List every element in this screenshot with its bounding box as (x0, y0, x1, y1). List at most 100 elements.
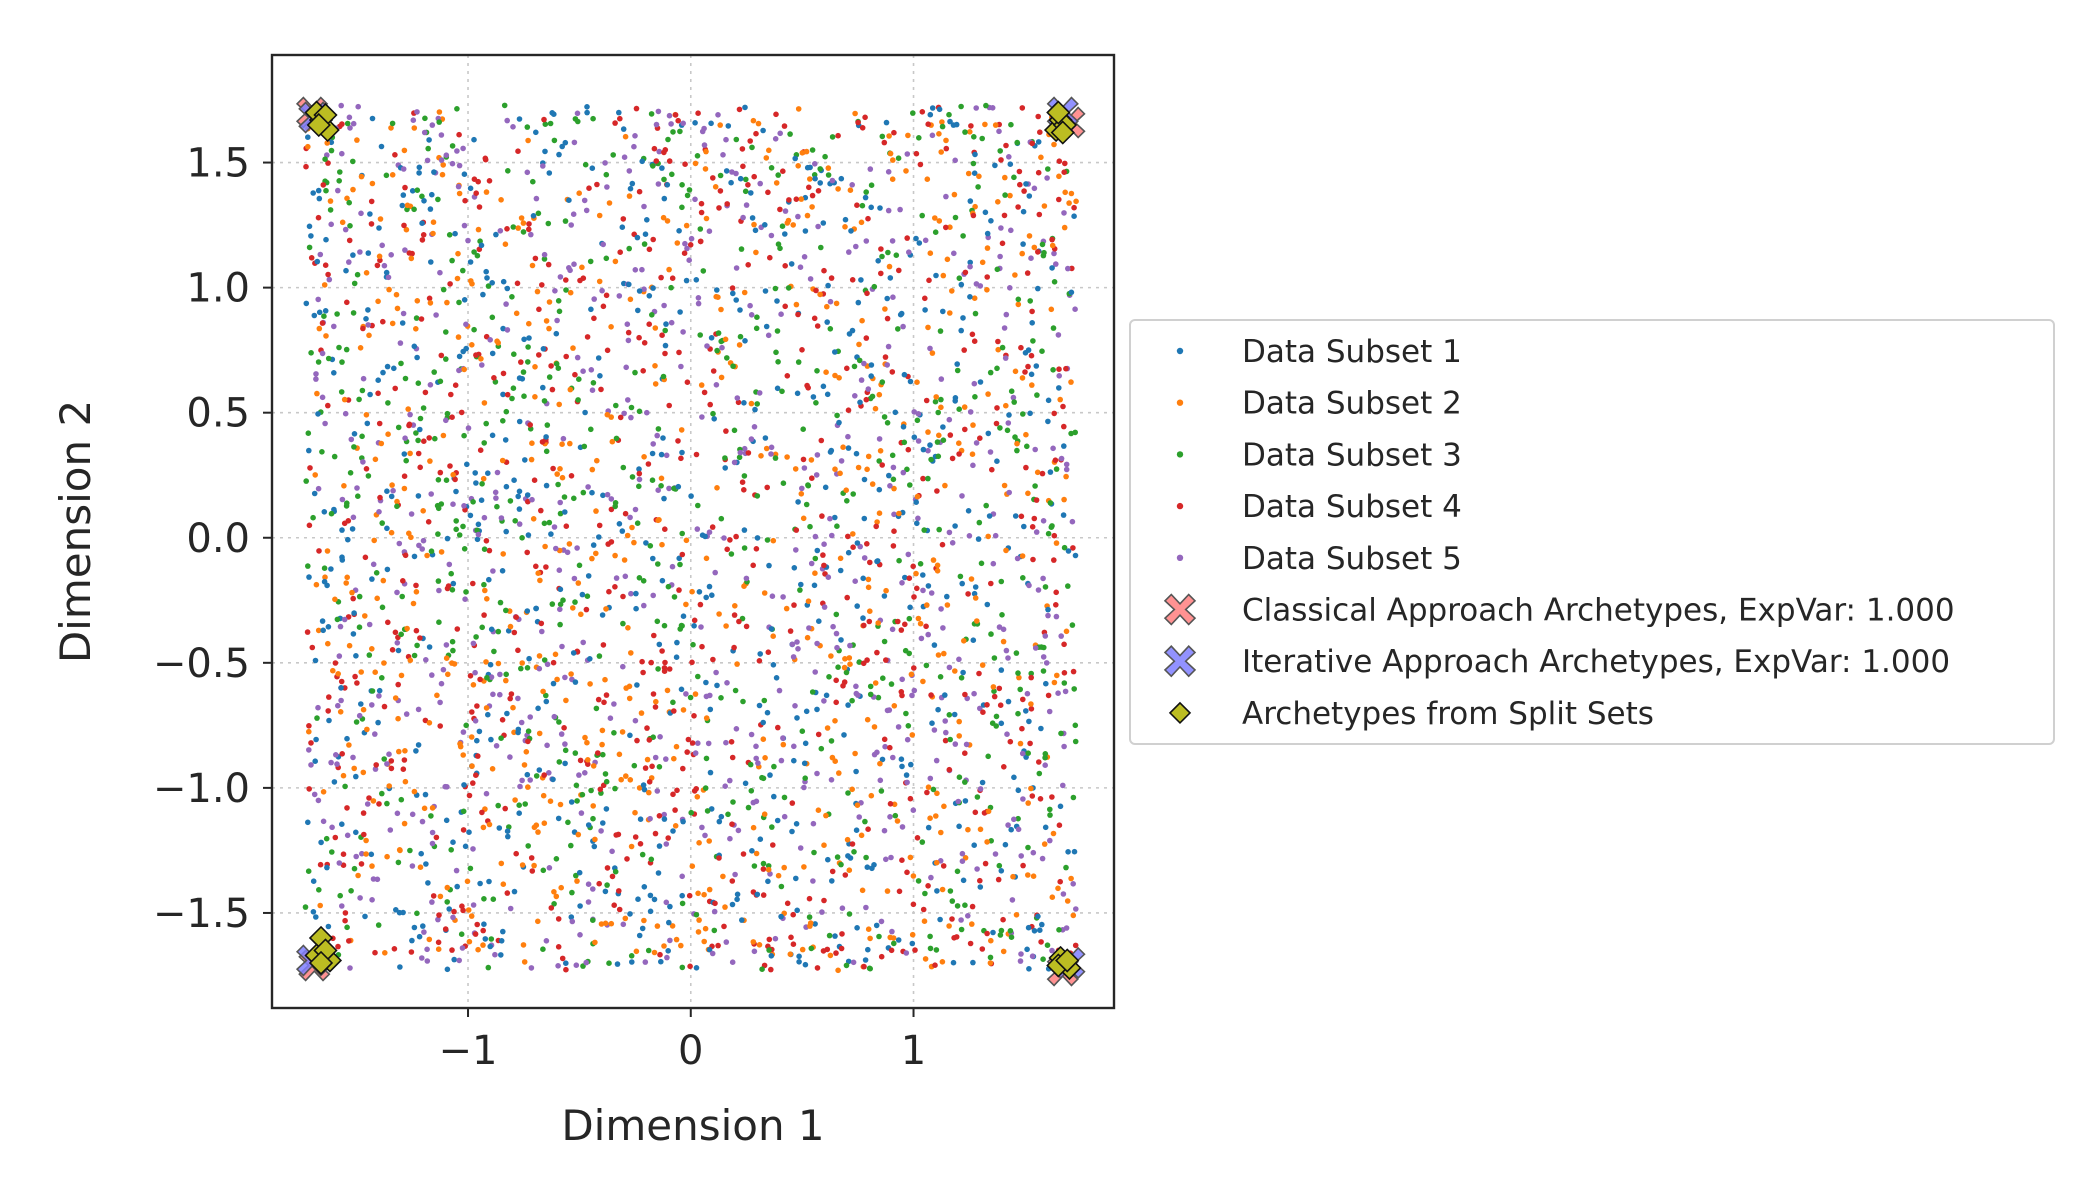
data-point (636, 785, 643, 791)
data-point (765, 649, 772, 655)
data-point (924, 602, 930, 608)
data-point (935, 652, 942, 658)
data-point (420, 537, 427, 544)
data-point (1061, 496, 1067, 503)
data-point (657, 951, 663, 958)
data-point (381, 262, 388, 269)
data-point (916, 240, 923, 246)
data-point (1035, 587, 1042, 593)
data-point (1003, 311, 1010, 318)
data-point (315, 411, 321, 417)
data-point (652, 704, 659, 710)
data-point (336, 860, 343, 866)
data-point (903, 772, 910, 778)
data-point (949, 455, 956, 462)
data-point (753, 755, 759, 762)
data-point (350, 120, 357, 127)
data-point (787, 628, 794, 634)
data-point (304, 629, 311, 635)
data-point (979, 135, 985, 142)
data-point (504, 828, 511, 834)
data-point (315, 214, 322, 221)
data-point (392, 695, 399, 701)
data-point (909, 940, 916, 947)
data-point (502, 805, 509, 812)
data-point (797, 264, 804, 271)
data-point (555, 963, 561, 969)
data-point (377, 216, 384, 222)
data-point (471, 249, 477, 255)
data-point (402, 552, 409, 559)
data-point (642, 231, 649, 237)
data-point (1018, 513, 1025, 520)
data-point (500, 551, 507, 557)
data-point (881, 593, 888, 599)
data-point (651, 145, 658, 152)
data-point (588, 787, 594, 794)
data-point (702, 166, 709, 172)
data-point (672, 823, 679, 829)
data-point (901, 371, 908, 378)
data-point (554, 471, 560, 477)
data-point (905, 723, 912, 729)
data-point (420, 232, 427, 238)
data-point (637, 841, 644, 847)
data-point (414, 642, 420, 649)
data-point (925, 883, 931, 889)
data-point (869, 865, 875, 872)
data-point (754, 493, 761, 499)
data-point (804, 164, 811, 171)
data-point (958, 675, 965, 681)
data-point (321, 509, 328, 515)
data-point (1061, 680, 1068, 686)
data-point (328, 510, 335, 517)
data-point (306, 447, 312, 454)
data-point (684, 192, 691, 199)
data-point (401, 757, 408, 763)
data-point (962, 426, 968, 433)
data-point (1039, 241, 1046, 248)
data-point (1019, 105, 1026, 111)
data-point (778, 757, 785, 764)
data-point (559, 643, 565, 650)
data-point (832, 718, 838, 724)
data-point (533, 129, 539, 136)
data-point (698, 624, 704, 630)
data-point (413, 748, 419, 754)
data-point (921, 527, 927, 533)
data-point (552, 651, 559, 658)
data-point (475, 521, 482, 528)
data-point (388, 125, 394, 131)
data-point (530, 516, 537, 522)
data-point (806, 914, 813, 920)
data-point (617, 115, 623, 122)
data-point (402, 435, 408, 442)
data-point (394, 498, 400, 505)
data-point (505, 833, 511, 840)
data-point (438, 549, 445, 555)
data-point (823, 369, 829, 376)
data-point (974, 866, 980, 872)
data-point (1028, 701, 1034, 707)
data-point (843, 487, 849, 494)
data-point (743, 623, 750, 630)
data-point (1027, 740, 1033, 747)
data-point (429, 829, 436, 836)
data-point (678, 942, 684, 949)
data-point (750, 117, 757, 124)
data-point (450, 647, 456, 654)
data-point (415, 380, 422, 387)
data-point (431, 169, 437, 175)
data-point (325, 160, 331, 166)
data-point (855, 299, 862, 306)
data-point (712, 569, 718, 576)
data-point (1014, 440, 1020, 447)
data-point (832, 933, 838, 939)
data-point (431, 369, 438, 375)
data-point (1069, 518, 1076, 525)
data-point (754, 314, 760, 321)
data-point (433, 312, 439, 318)
data-point (498, 952, 504, 958)
data-point (691, 617, 698, 624)
data-point (821, 562, 827, 569)
